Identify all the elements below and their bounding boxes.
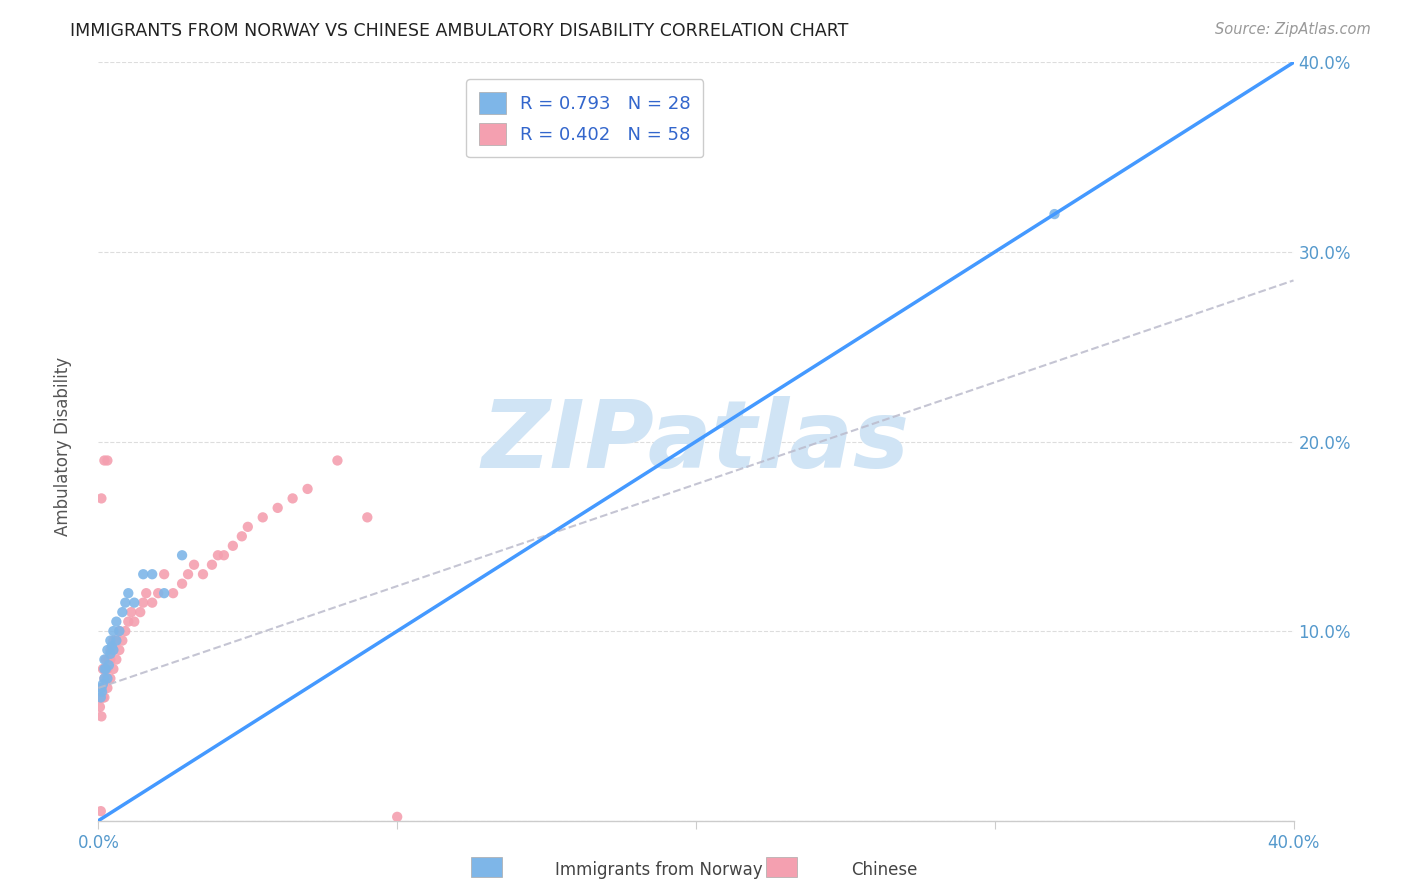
Point — [281, 491, 304, 506]
Point — [93, 652, 115, 666]
Point — [94, 662, 117, 676]
Point — [132, 567, 155, 582]
Point — [91, 685, 114, 699]
Point — [148, 586, 170, 600]
Text: IMMIGRANTS FROM NORWAY VS CHINESE AMBULATORY DISABILITY CORRELATION CHART: IMMIGRANTS FROM NORWAY VS CHINESE AMBULA… — [70, 22, 849, 40]
Point — [90, 709, 112, 723]
Point — [90, 690, 112, 705]
Point — [172, 548, 194, 563]
Point — [162, 586, 184, 600]
Point — [98, 652, 122, 666]
Point — [98, 672, 122, 686]
Point — [103, 662, 125, 676]
Text: Immigrants from Norway: Immigrants from Norway — [555, 861, 763, 879]
Point — [90, 491, 112, 506]
Point — [97, 652, 120, 666]
Point — [89, 699, 111, 714]
Point — [191, 567, 214, 582]
Point — [120, 605, 142, 619]
Point — [132, 596, 155, 610]
Point — [103, 643, 125, 657]
Point — [103, 643, 125, 657]
Point — [93, 662, 115, 676]
Point — [90, 804, 112, 818]
Point — [177, 567, 200, 582]
Point — [93, 690, 115, 705]
Point — [105, 615, 128, 629]
Text: Source: ZipAtlas.com: Source: ZipAtlas.com — [1215, 22, 1371, 37]
Point — [326, 453, 349, 467]
Legend: R = 0.793   N = 28, R = 0.402   N = 58: R = 0.793 N = 28, R = 0.402 N = 58 — [465, 79, 703, 157]
Point — [103, 633, 125, 648]
Point — [90, 681, 112, 695]
Point — [153, 586, 176, 600]
Point — [96, 672, 118, 686]
Text: ZIPatlas: ZIPatlas — [482, 395, 910, 488]
Point — [207, 548, 229, 563]
Point — [105, 633, 128, 648]
Point — [103, 624, 125, 639]
Point — [1043, 207, 1066, 221]
Point — [183, 558, 205, 572]
Point — [93, 672, 115, 686]
Point — [117, 615, 139, 629]
Point — [356, 510, 378, 524]
Point — [135, 586, 157, 600]
Point — [267, 500, 290, 515]
Point — [297, 482, 319, 496]
Point — [96, 672, 118, 686]
Point — [89, 690, 111, 705]
Point — [105, 652, 128, 666]
Text: Chinese: Chinese — [851, 861, 917, 879]
Point — [114, 624, 136, 639]
Point — [98, 633, 122, 648]
Point — [111, 605, 134, 619]
Point — [172, 576, 194, 591]
Point — [141, 596, 163, 610]
Text: Ambulatory Disability: Ambulatory Disability — [55, 357, 72, 535]
Point — [91, 662, 114, 676]
Point — [117, 586, 139, 600]
Point — [212, 548, 235, 563]
Point — [96, 643, 118, 657]
Point — [108, 624, 131, 639]
Point — [91, 690, 114, 705]
Point — [98, 647, 122, 661]
Point — [201, 558, 224, 572]
Point — [124, 596, 146, 610]
Point — [108, 624, 131, 639]
Point — [93, 662, 115, 676]
Point — [91, 690, 114, 705]
Point — [252, 510, 274, 524]
Point — [94, 652, 117, 666]
Point — [108, 643, 131, 657]
Point — [105, 633, 128, 648]
Point — [111, 633, 134, 648]
Point — [93, 672, 115, 686]
Point — [236, 520, 259, 534]
Point — [98, 643, 122, 657]
Point — [385, 810, 409, 824]
Point — [97, 658, 120, 673]
Point — [96, 681, 118, 695]
Point — [101, 639, 124, 653]
Point — [124, 615, 146, 629]
Point — [93, 453, 115, 467]
Point — [231, 529, 253, 543]
Point — [96, 453, 118, 467]
Point — [129, 605, 152, 619]
Point — [222, 539, 245, 553]
Point — [141, 567, 163, 582]
Point — [91, 677, 114, 691]
Point — [114, 596, 136, 610]
Point — [96, 662, 118, 676]
Point — [153, 567, 176, 582]
Point — [90, 681, 112, 695]
